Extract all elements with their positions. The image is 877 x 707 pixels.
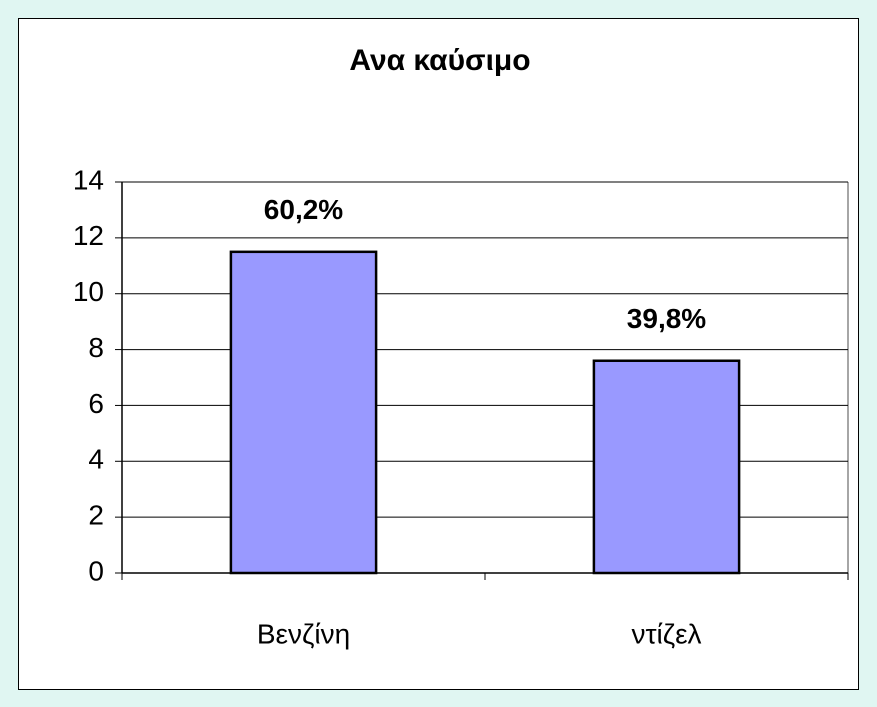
annotation: 60,2%: [264, 194, 343, 225]
x-tick-label: ντίζελ: [631, 618, 701, 649]
y-tick-label: 10: [73, 276, 104, 307]
bar: [592, 359, 741, 575]
y-tick-label: 12: [73, 220, 104, 251]
x-tick-label: Βενζίνη: [257, 618, 350, 649]
y-tick-label: 8: [88, 332, 104, 363]
annotation: 39,8%: [627, 303, 706, 334]
chart-title: Ανα καύσιμο: [349, 44, 530, 77]
chart-area: [18, 18, 859, 690]
y-tick-label: 0: [88, 555, 104, 586]
y-tick-label: 6: [88, 388, 104, 419]
bar: [229, 250, 378, 575]
y-tick-label: 4: [88, 444, 104, 475]
y-tick-label: 2: [88, 500, 104, 531]
y-tick-label: 14: [73, 164, 104, 195]
